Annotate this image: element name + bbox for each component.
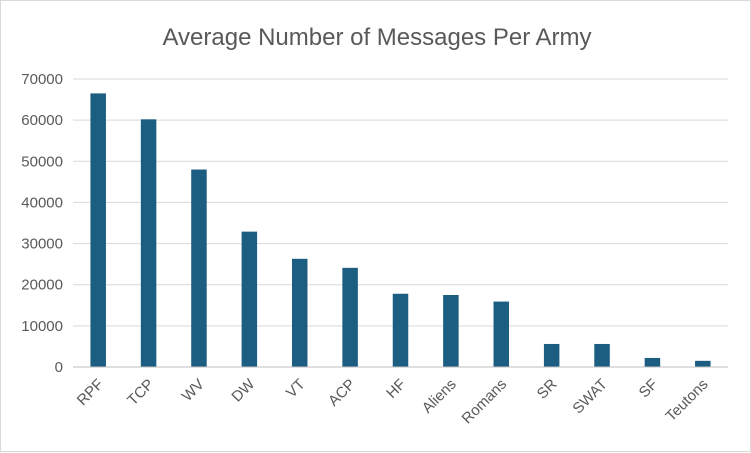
y-tick-label: 0 (55, 359, 63, 376)
y-tick-label: 30000 (21, 236, 63, 253)
bar-acp (342, 267, 358, 367)
bar-rpf (90, 93, 106, 368)
bar-aliens (443, 295, 459, 367)
bar-sr (543, 343, 560, 367)
x-tick-label: SF (636, 376, 662, 402)
bar-vt (291, 258, 308, 367)
x-tick-label: DW (228, 375, 258, 405)
gridlines (73, 78, 728, 327)
bar-swat (594, 343, 610, 367)
x-tick-label: Romans (459, 376, 511, 428)
y-tick-label: 50000 (21, 153, 63, 170)
bar-wv (191, 169, 207, 367)
x-tick-label: Teutons (662, 376, 711, 425)
x-tick-label: Aliens (419, 376, 460, 417)
bar-hf (392, 293, 409, 367)
bar-tcp (140, 119, 157, 367)
x-tick-label: RPF (74, 376, 107, 409)
x-tick-label: WV (179, 376, 208, 405)
x-tick-label: VT (283, 376, 309, 402)
bar-sf (644, 357, 661, 367)
bars (90, 93, 711, 368)
y-tick-label: 60000 (21, 112, 63, 129)
x-tick-label: ACP (325, 376, 359, 410)
y-tick-label: 10000 (21, 318, 63, 335)
bar-teutons (695, 360, 711, 367)
y-axis-ticks: 0 10000 20000 30000 40000 50000 60000 70000 (21, 71, 63, 376)
chart-title: Average Number of Messages Per Army (162, 24, 591, 51)
x-tick-label: TCP (124, 376, 157, 409)
x-tick-label: HF (383, 376, 409, 402)
bar-romans (493, 301, 510, 367)
y-tick-label: 70000 (21, 71, 63, 88)
x-tick-label: SWAT (569, 376, 610, 417)
y-tick-label: 40000 (21, 194, 63, 211)
bar-dw (241, 231, 258, 367)
y-tick-label: 20000 (21, 277, 63, 294)
x-tick-label: SR (534, 376, 561, 403)
